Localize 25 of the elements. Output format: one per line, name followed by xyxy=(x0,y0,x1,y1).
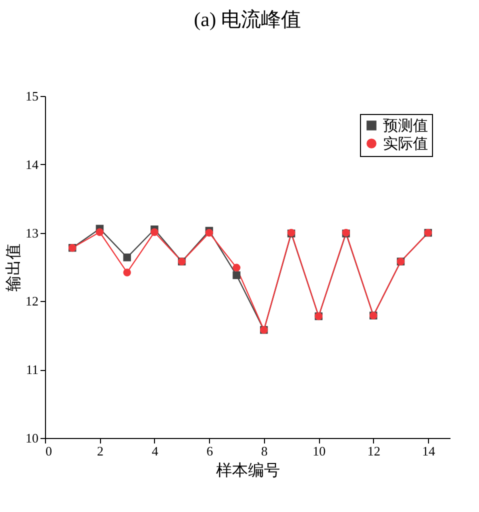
legend-label: 实际值 xyxy=(383,136,428,152)
point xyxy=(123,254,131,262)
x-axis-title: 样本编号 xyxy=(216,462,280,480)
point xyxy=(123,268,131,276)
y-tick-label: 13 xyxy=(26,225,38,240)
x-tick-label: 0 xyxy=(46,444,52,458)
point xyxy=(96,228,104,236)
x-tick-label: 10 xyxy=(312,444,326,458)
y-tick-label: 10 xyxy=(26,430,38,446)
y-tick-label: 14 xyxy=(26,156,39,172)
y-tick-label: 11 xyxy=(26,362,38,378)
x-tick-label: 4 xyxy=(152,444,159,458)
point xyxy=(232,264,240,272)
y-tick-label: 15 xyxy=(26,88,38,104)
legend-label: 预测值 xyxy=(383,118,428,134)
y-tick-label: 12 xyxy=(26,294,38,309)
x-tick-label: 2 xyxy=(96,444,104,458)
y-axis-title: 输出值 xyxy=(4,244,22,292)
x-tick-label: 12 xyxy=(367,444,380,458)
point xyxy=(232,271,240,280)
chart-title: (a) 电流峰值 xyxy=(194,9,302,31)
point xyxy=(150,228,158,236)
x-tick-label: 6 xyxy=(206,444,214,458)
x-tick-label: 14 xyxy=(422,444,436,458)
x-tick-label: 8 xyxy=(261,444,268,458)
